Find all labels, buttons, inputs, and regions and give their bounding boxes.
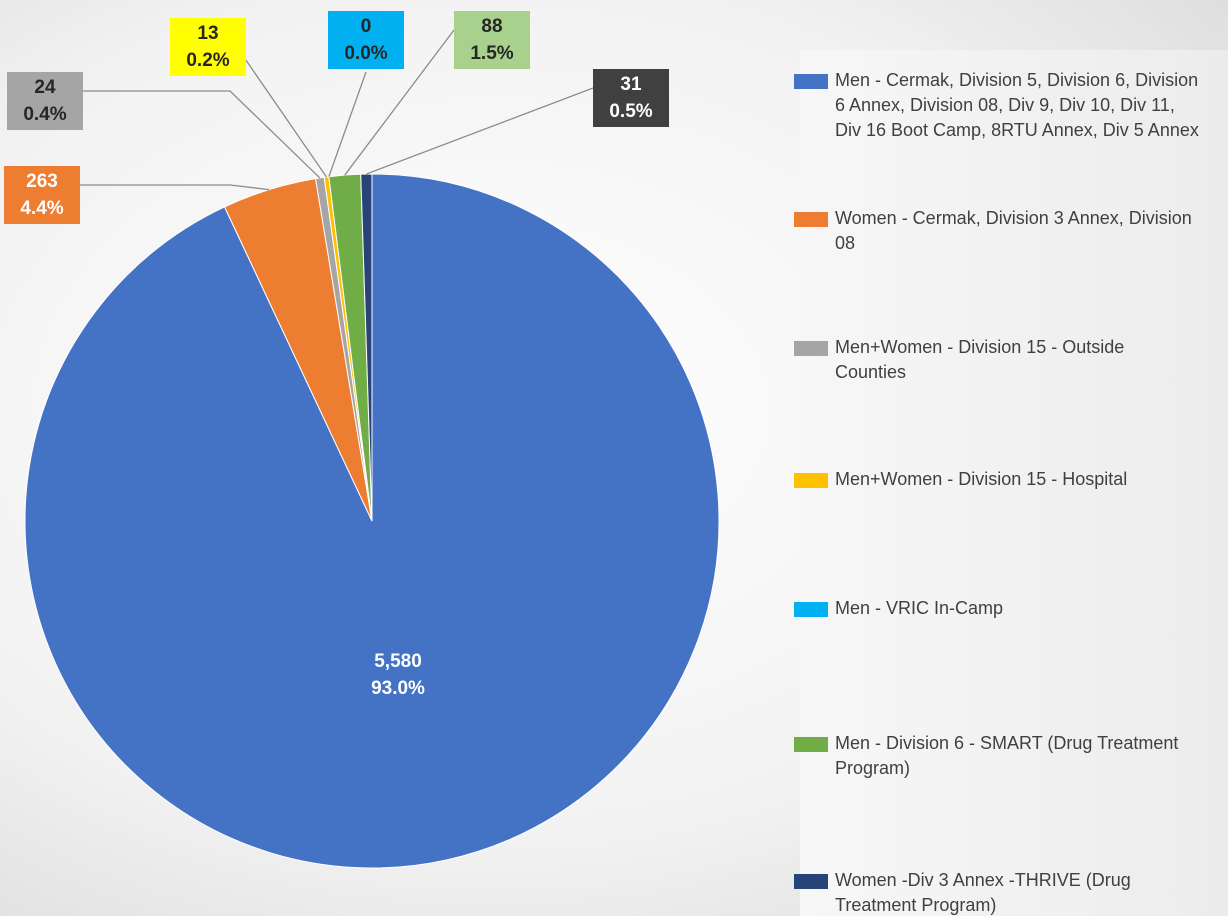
- legend-label: Men+Women - Division 15 - Hospital: [835, 469, 1128, 489]
- data-label-value: 31: [620, 74, 642, 95]
- legend-swatch: [794, 341, 828, 356]
- legend-label: Men - Cermak, Division 5, Division 6, Di…: [835, 70, 1199, 140]
- legend-swatch: [794, 602, 828, 617]
- legend-item: Men - Division 6 - SMART (Drug Treatment…: [794, 731, 1200, 781]
- legend-item: Men+Women - Division 15 - Outside Counti…: [794, 335, 1200, 385]
- data-label-box: [328, 11, 404, 69]
- data-label-value: 0: [361, 16, 372, 37]
- data-label-percent: 93.0%: [371, 678, 425, 699]
- data-label-value: 5,580: [374, 651, 422, 672]
- legend-swatch: [794, 874, 828, 889]
- legend-swatch: [794, 74, 828, 89]
- data-label-percent: 0.0%: [344, 43, 387, 64]
- legend-item: Men - VRIC In-Camp: [794, 596, 1200, 621]
- data-label-value: 13: [197, 23, 218, 44]
- legend-item: Men+Women - Division 15 - Hospital: [794, 467, 1200, 492]
- legend-label: Men - VRIC In-Camp: [835, 598, 1004, 618]
- data-label-box: [593, 69, 669, 127]
- leader-line: [328, 71, 367, 177]
- data-label-box: [454, 11, 530, 69]
- legend-label: Women -Div 3 Annex -THRIVE (Drug Treatme…: [835, 870, 1131, 915]
- legend-label: Women - Cermak, Division 3 Annex, Divisi…: [835, 208, 1192, 253]
- legend-item: Women -Div 3 Annex -THRIVE (Drug Treatme…: [794, 868, 1200, 916]
- leader-line: [366, 87, 594, 175]
- data-label-box: [4, 166, 80, 224]
- data-label-box: [170, 18, 246, 76]
- data-label-percent: 0.5%: [609, 101, 652, 122]
- data-label-box: [360, 646, 436, 704]
- legend: Men - Cermak, Division 5, Division 6, Di…: [794, 50, 1228, 916]
- legend-label: Men - Division 6 - SMART (Drug Treatment…: [835, 733, 1179, 778]
- leader-line: [83, 90, 321, 179]
- legend-label: Men+Women - Division 15 - Outside Counti…: [835, 337, 1125, 382]
- data-label-percent: 4.4%: [20, 198, 63, 219]
- legend-swatch: [794, 473, 828, 488]
- legend-item: Women - Cermak, Division 3 Annex, Divisi…: [794, 206, 1200, 256]
- data-label-percent: 1.5%: [470, 43, 513, 64]
- legend-item: Men - Cermak, Division 5, Division 6, Di…: [794, 68, 1200, 143]
- data-label-box: [7, 72, 83, 130]
- data-label-value: 263: [26, 171, 58, 192]
- legend-swatch: [794, 212, 828, 227]
- leader-line: [344, 29, 455, 176]
- leader-line: [80, 184, 270, 191]
- legend-swatch: [794, 737, 828, 752]
- data-label-value: 88: [481, 16, 502, 37]
- data-label-percent: 0.2%: [186, 50, 229, 71]
- pie-slice: [360, 173, 373, 522]
- data-label-percent: 0.4%: [23, 104, 66, 125]
- data-label-value: 24: [34, 77, 56, 98]
- pie-area: 5,580 93.0% 263 4.4% 24 0.4% 13 0.2% 0 0.0% 88 1.5%…: [4, 11, 720, 869]
